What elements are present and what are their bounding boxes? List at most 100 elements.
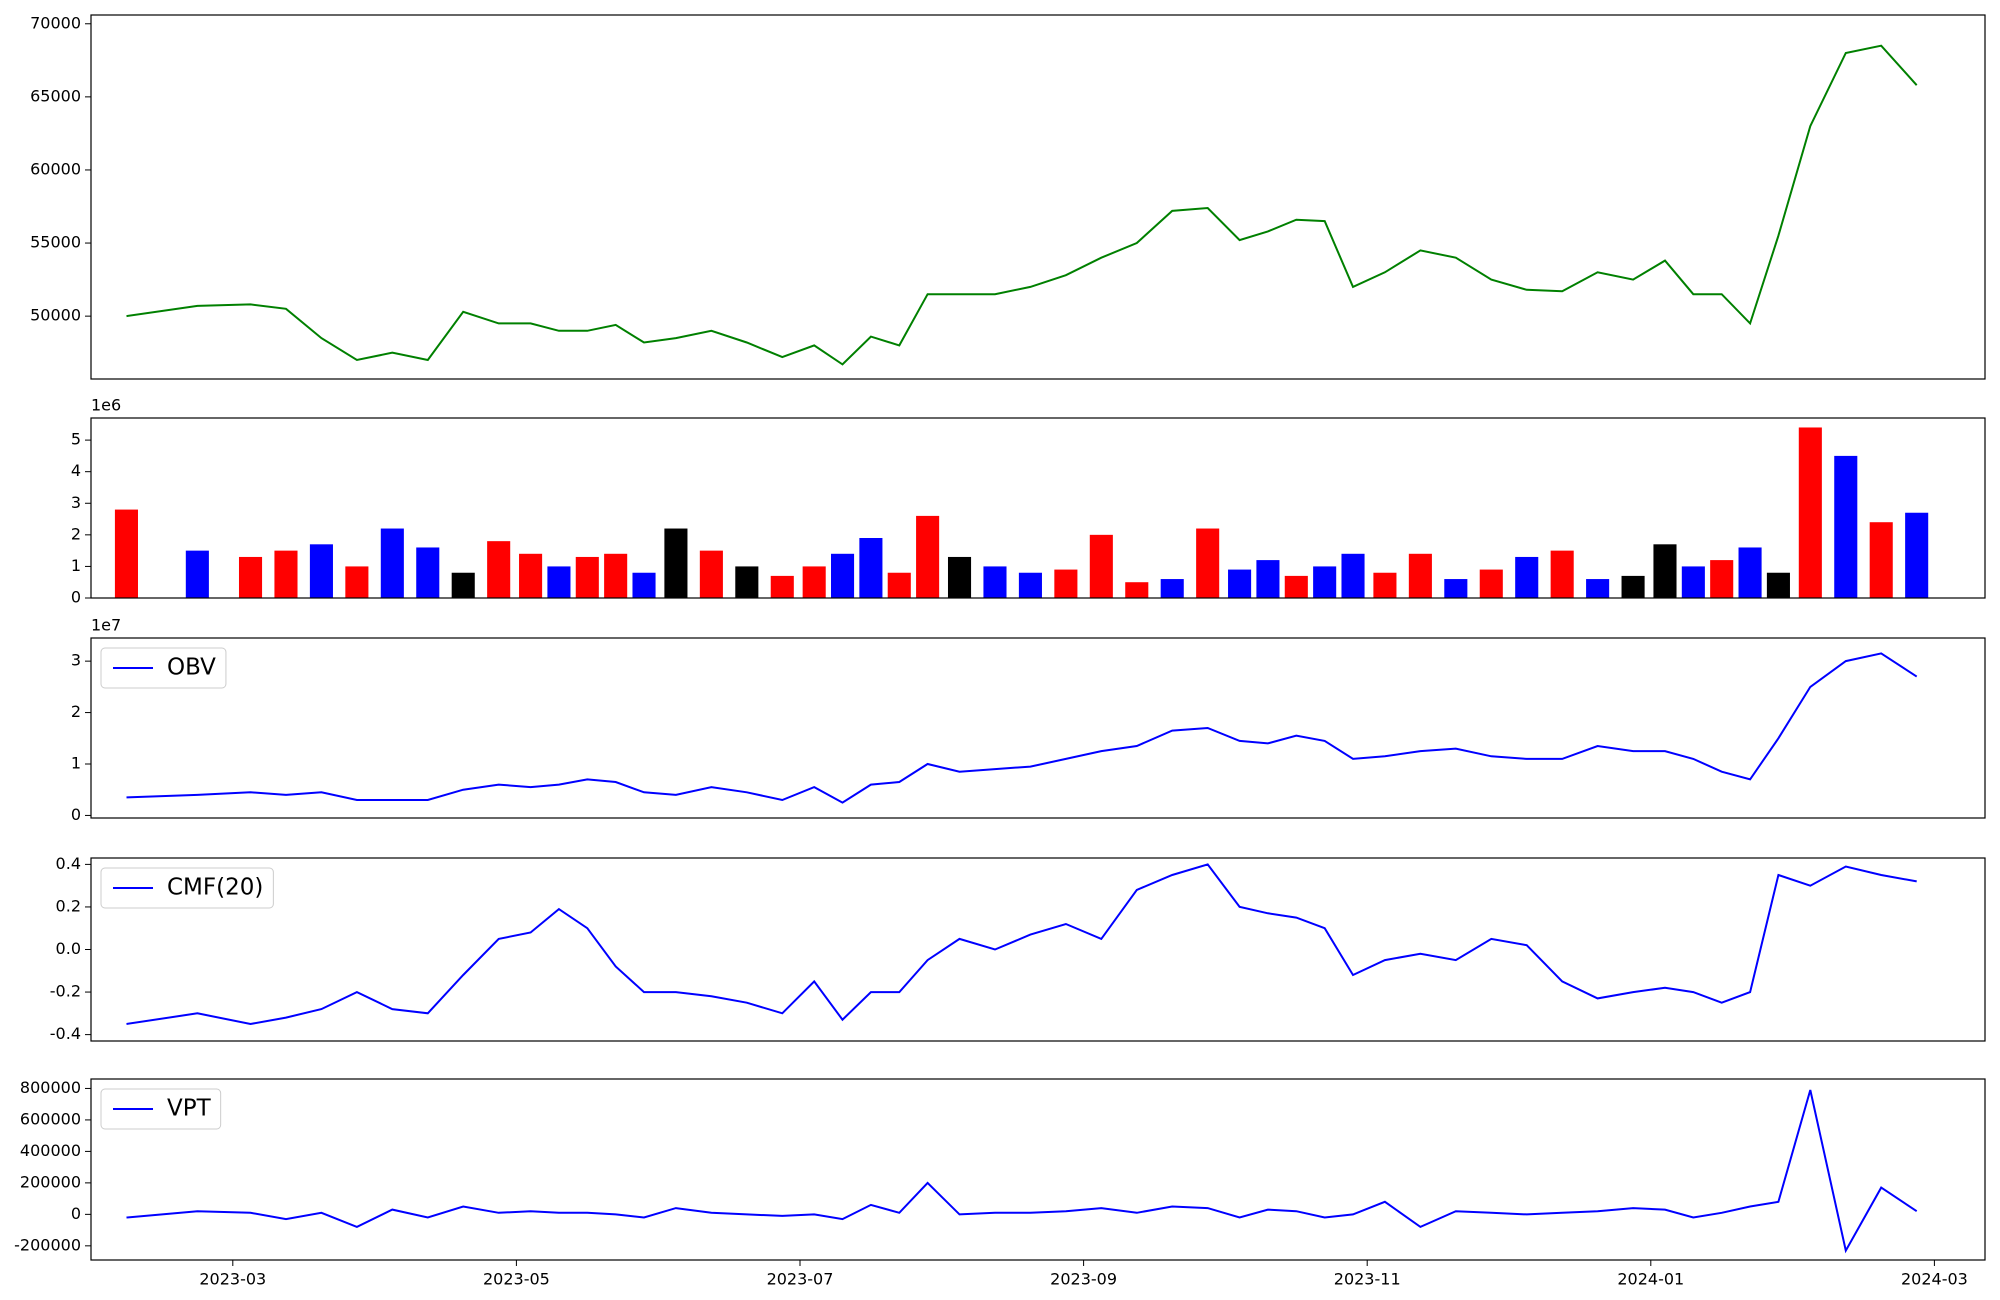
axes-frame: [90, 857, 1986, 1042]
bar: [1653, 544, 1677, 598]
axes-frame: [90, 1078, 1986, 1261]
bar: [1408, 553, 1432, 598]
y-tick-label: 0: [71, 805, 81, 824]
bar: [1766, 572, 1790, 598]
y-tick-label: 1: [71, 556, 81, 575]
panel: -200000 0 200000 400000 600000 800000 VPT 2023-…: [14, 1078, 1986, 1289]
legend: CMF(20): [100, 867, 274, 909]
bar: [185, 550, 209, 598]
bar: [309, 544, 333, 598]
bar: [345, 566, 369, 598]
y-tick-label: 3: [71, 651, 81, 670]
axes-frame: [90, 637, 1986, 819]
bar: [1479, 569, 1503, 598]
bar: [238, 556, 263, 598]
bar: [802, 566, 826, 598]
y-tick-label: 1: [71, 754, 81, 773]
legend-label: CMF(20): [167, 875, 263, 901]
axes-frame: [90, 14, 1986, 380]
legend-label: OBV: [167, 655, 216, 681]
bar: [274, 550, 298, 598]
bar: [1054, 569, 1078, 598]
bar: [859, 538, 883, 598]
bar: [1738, 547, 1762, 598]
line: [126, 652, 1918, 804]
bar: [1834, 455, 1858, 598]
y-tick-label: 0.4: [56, 854, 81, 873]
x-tick-label: 2024-03: [1901, 1270, 1968, 1289]
bar: [604, 553, 628, 598]
bar: [1586, 579, 1610, 598]
line: [126, 1089, 1918, 1254]
legend: OBV: [100, 647, 227, 689]
panel: 0 1 2 3 1e7 OBV: [71, 616, 1986, 824]
bar: [1905, 512, 1929, 598]
bar: [916, 515, 940, 598]
y-tick-label: 60000: [30, 159, 81, 178]
axes-frame: [90, 417, 1986, 599]
bar: [451, 572, 475, 598]
bar: [770, 575, 794, 598]
y-tick-label: 3: [71, 493, 81, 512]
panel: 50000 55000 60000 65000 70000: [30, 13, 1986, 380]
bar: [547, 566, 571, 598]
x-tick-label: 2023-03: [199, 1270, 266, 1289]
bar: [887, 572, 911, 598]
bar: [1089, 534, 1113, 598]
bar: [1160, 579, 1184, 598]
bar: [1228, 569, 1252, 598]
y-tick-label: 400000: [20, 1141, 81, 1160]
y-tick-label: -0.2: [50, 982, 81, 1001]
y-tick-label: 600000: [20, 1109, 81, 1128]
bar: [575, 556, 599, 598]
y-tick-label: -200000: [14, 1235, 81, 1254]
bar: [1444, 579, 1468, 598]
bar: [114, 509, 138, 598]
bar: [1373, 572, 1397, 598]
offset-label: 1e7: [91, 616, 121, 635]
bar: [1869, 522, 1893, 598]
bar: [1284, 575, 1308, 598]
y-tick-label: 800000: [20, 1078, 81, 1097]
x-tick-label: 2023-07: [767, 1270, 834, 1289]
offset-label: 1e6: [91, 396, 121, 415]
bar: [1515, 556, 1539, 598]
y-tick-label: 4: [71, 461, 81, 480]
bar: [1621, 575, 1645, 598]
bar: [380, 528, 404, 598]
y-tick-label: 65000: [30, 86, 81, 105]
bar: [830, 553, 855, 598]
x-tick-label: 2023-11: [1334, 1270, 1401, 1289]
y-tick-label: 70000: [30, 13, 81, 32]
legend-box: [100, 1088, 222, 1130]
bar: [1798, 427, 1822, 598]
line: [126, 44, 1918, 366]
y-tick-label: 0: [71, 1204, 81, 1223]
y-tick-label: 55000: [30, 233, 81, 252]
bar: [487, 541, 511, 598]
x-tick-label: 2023-05: [483, 1270, 550, 1289]
bar: [947, 556, 972, 598]
y-tick-label: 2: [71, 702, 81, 721]
x-tick-label: 2023-09: [1050, 1270, 1117, 1289]
legend: VPT: [100, 1088, 222, 1130]
bar: [416, 547, 440, 598]
legend-box: [100, 867, 274, 909]
bar: [1313, 566, 1337, 598]
y-tick-label: 200000: [20, 1172, 81, 1191]
bar: [1550, 550, 1574, 598]
y-tick-label: 0: [71, 588, 81, 607]
y-tick-label: -0.4: [50, 1024, 81, 1043]
bar: [699, 550, 723, 598]
y-tick-label: 2: [71, 524, 81, 543]
bar: [1196, 528, 1220, 598]
bar: [632, 572, 656, 598]
bar: [1681, 566, 1705, 598]
panel: 0 1 2 3 4 5 1e6: [71, 396, 1986, 607]
bar: [1018, 572, 1042, 598]
bar: [1710, 560, 1734, 598]
legend-box: [100, 647, 227, 689]
bar: [1125, 582, 1149, 598]
bar: [983, 566, 1007, 598]
